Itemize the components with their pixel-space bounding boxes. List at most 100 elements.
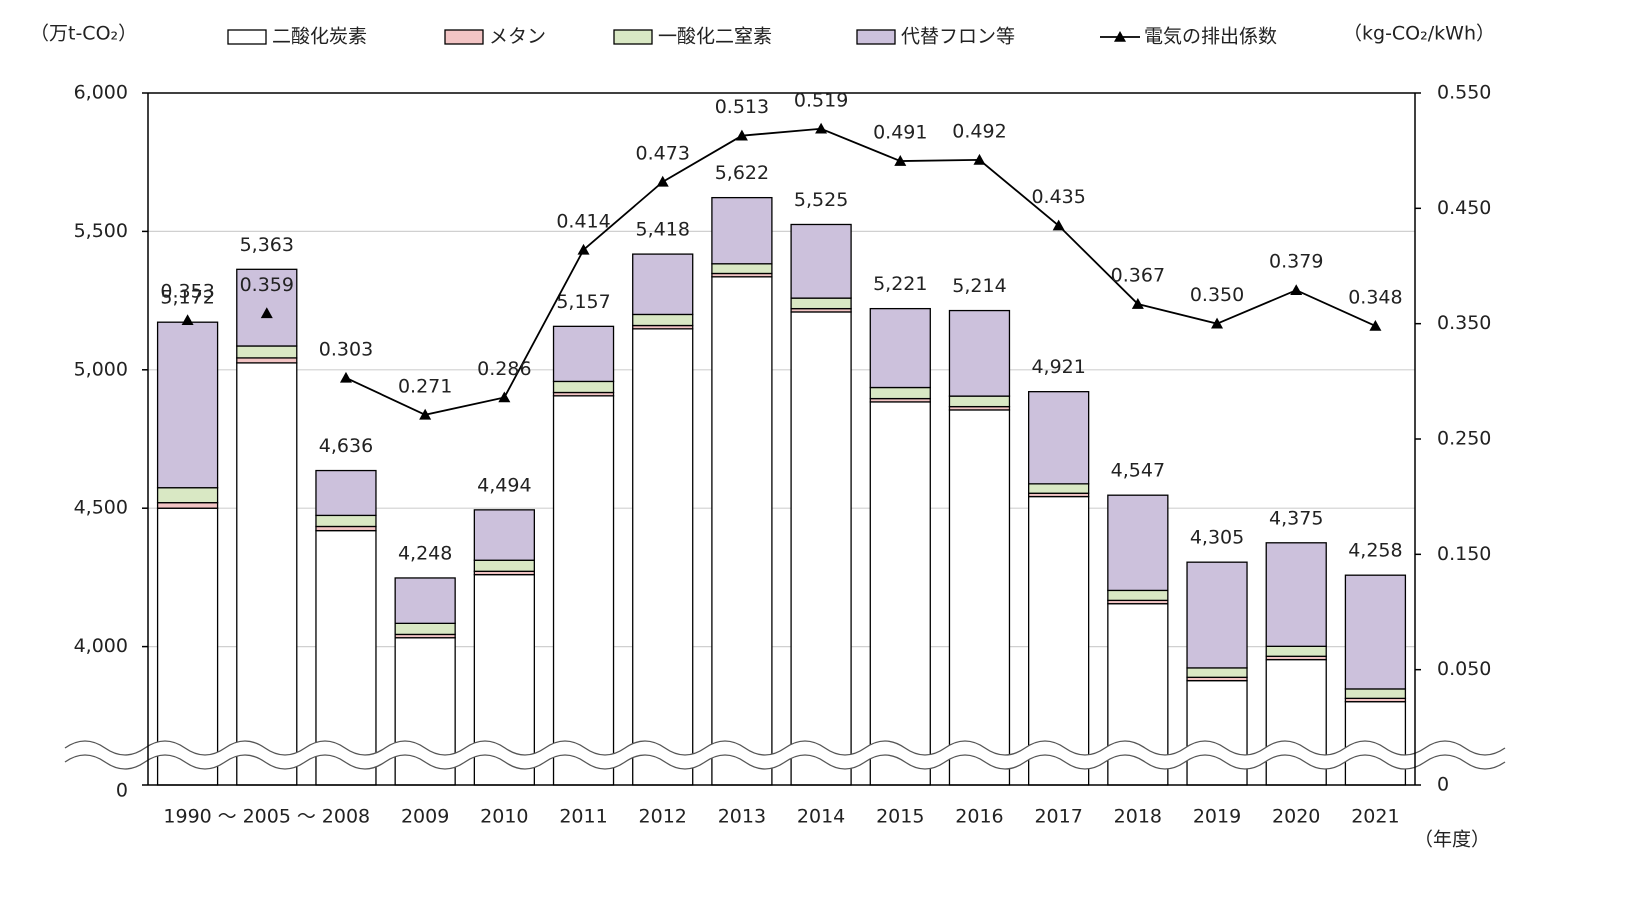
x-tick-label: 2013: [718, 806, 766, 828]
total-label: 5,622: [715, 162, 769, 184]
legend-swatch: [444, 29, 484, 45]
bar-segment: [869, 386, 931, 400]
bar-segment: [632, 328, 694, 786]
total-label: 5,214: [952, 275, 1006, 297]
bar-segment: [1107, 494, 1169, 592]
x-tick-label: 1990: [163, 806, 211, 828]
line-value-label: 0.303: [319, 338, 373, 360]
bar-segment: [236, 345, 298, 359]
bar-segment: [473, 559, 535, 572]
bar-segment: [869, 307, 931, 389]
bar-segment: [315, 514, 377, 528]
bar-segment: [315, 469, 377, 517]
bar-segment: [948, 309, 1011, 397]
x-tick-label: 2011: [559, 806, 607, 828]
line-value-label: 0.519: [794, 89, 848, 111]
total-label: 4,375: [1269, 507, 1323, 529]
line-value-label: 0.473: [636, 142, 690, 164]
bar-segment: [1186, 667, 1248, 678]
bar-segment: [1265, 542, 1327, 647]
bar-segment: [790, 223, 852, 299]
total-label: 4,547: [1111, 460, 1165, 482]
line-value-label: 0.367: [1111, 265, 1165, 287]
line-value-label: 0.348: [1348, 286, 1402, 308]
legend-label: 一酸化二窒素: [658, 26, 772, 48]
line-marker: [1131, 298, 1144, 309]
x-tick-label: 2017: [1034, 806, 1082, 828]
x-tick-label: 2016: [955, 806, 1003, 828]
y2-tick-label: 0: [1437, 774, 1449, 796]
bar-segment: [473, 509, 535, 561]
line-marker: [815, 122, 828, 134]
legend-swatch: [227, 29, 267, 45]
bar-segment: [869, 401, 931, 786]
total-label: 5,363: [240, 234, 294, 256]
total-label: 4,258: [1348, 540, 1402, 562]
line-value-label: 0.286: [477, 358, 531, 380]
bar-segment: [632, 253, 694, 316]
bar-segment: [236, 362, 298, 786]
total-label: 4,921: [1031, 356, 1085, 378]
x-break-label: ～: [218, 806, 237, 828]
bar-segment: [711, 263, 773, 275]
bar-segment: [711, 276, 773, 786]
bar-segment: [156, 502, 219, 509]
total-label: 5,221: [873, 273, 927, 295]
line-marker: [973, 153, 986, 165]
total-label: 4,494: [477, 474, 531, 496]
legend-label: 二酸化炭素: [272, 26, 367, 48]
total-label: 5,157: [556, 291, 610, 313]
line-value-label: 0.353: [160, 281, 214, 303]
total-label: 5,418: [636, 219, 690, 241]
line-marker: [656, 175, 669, 187]
total-label: 4,248: [398, 542, 452, 564]
total-label: 4,305: [1190, 527, 1244, 549]
line-value-label: 0.435: [1031, 186, 1085, 208]
y-axis-label: （万t-CO₂）: [30, 23, 137, 45]
x-tick-label: 2021: [1351, 806, 1399, 828]
bar-segment: [790, 297, 852, 310]
line-marker: [577, 243, 590, 255]
line-marker: [894, 155, 907, 166]
line-value-label: 0.513: [715, 96, 769, 118]
y2-axis-label: （kg-CO₂/kWh）: [1343, 23, 1495, 45]
line-marker: [498, 391, 511, 403]
legend-label: 代替フロン等: [901, 26, 1015, 48]
x-tick-label: 2008: [322, 806, 370, 828]
bar-segment: [394, 577, 456, 624]
bar-segment: [948, 409, 1011, 786]
bar-segment: [948, 395, 1011, 408]
x-tick-label: 2009: [401, 806, 449, 828]
bar-segment: [156, 487, 219, 504]
bar-segment: [156, 321, 219, 489]
bar-segment: [1186, 679, 1248, 786]
bar-segment: [1344, 574, 1407, 690]
legend-label: 電気の排出係数: [1144, 26, 1277, 48]
line-marker: [260, 307, 273, 319]
y-tick-label: 5,000: [74, 358, 128, 380]
y2-tick-label: 0.550: [1437, 82, 1491, 104]
bar-segment: [156, 507, 219, 786]
line: [345, 127, 1376, 416]
legend-swatch: [856, 29, 896, 45]
x-break-label: ～: [297, 806, 316, 828]
bar-segment: [1265, 645, 1327, 657]
line-value-label: 0.379: [1269, 251, 1323, 273]
y2-tick-label: 0.350: [1437, 312, 1491, 334]
line-value-label: 0.350: [1190, 284, 1244, 306]
y-tick-label: 4,500: [74, 497, 128, 519]
axis-break-line: [64, 740, 1506, 756]
line-value-label: 0.359: [240, 274, 294, 296]
bar-segment: [1028, 483, 1090, 494]
total-label: 5,525: [794, 189, 848, 211]
line-value-label: 0.271: [398, 375, 452, 397]
bar-segment: [552, 380, 615, 394]
line-marker: [419, 408, 432, 420]
bar-segment: [236, 357, 298, 364]
line-marker: [1211, 317, 1224, 329]
bar-segment: [552, 395, 615, 786]
bar-segment: [711, 196, 773, 265]
line-value-label: 0.492: [952, 120, 1006, 142]
bar-segment: [394, 622, 456, 636]
